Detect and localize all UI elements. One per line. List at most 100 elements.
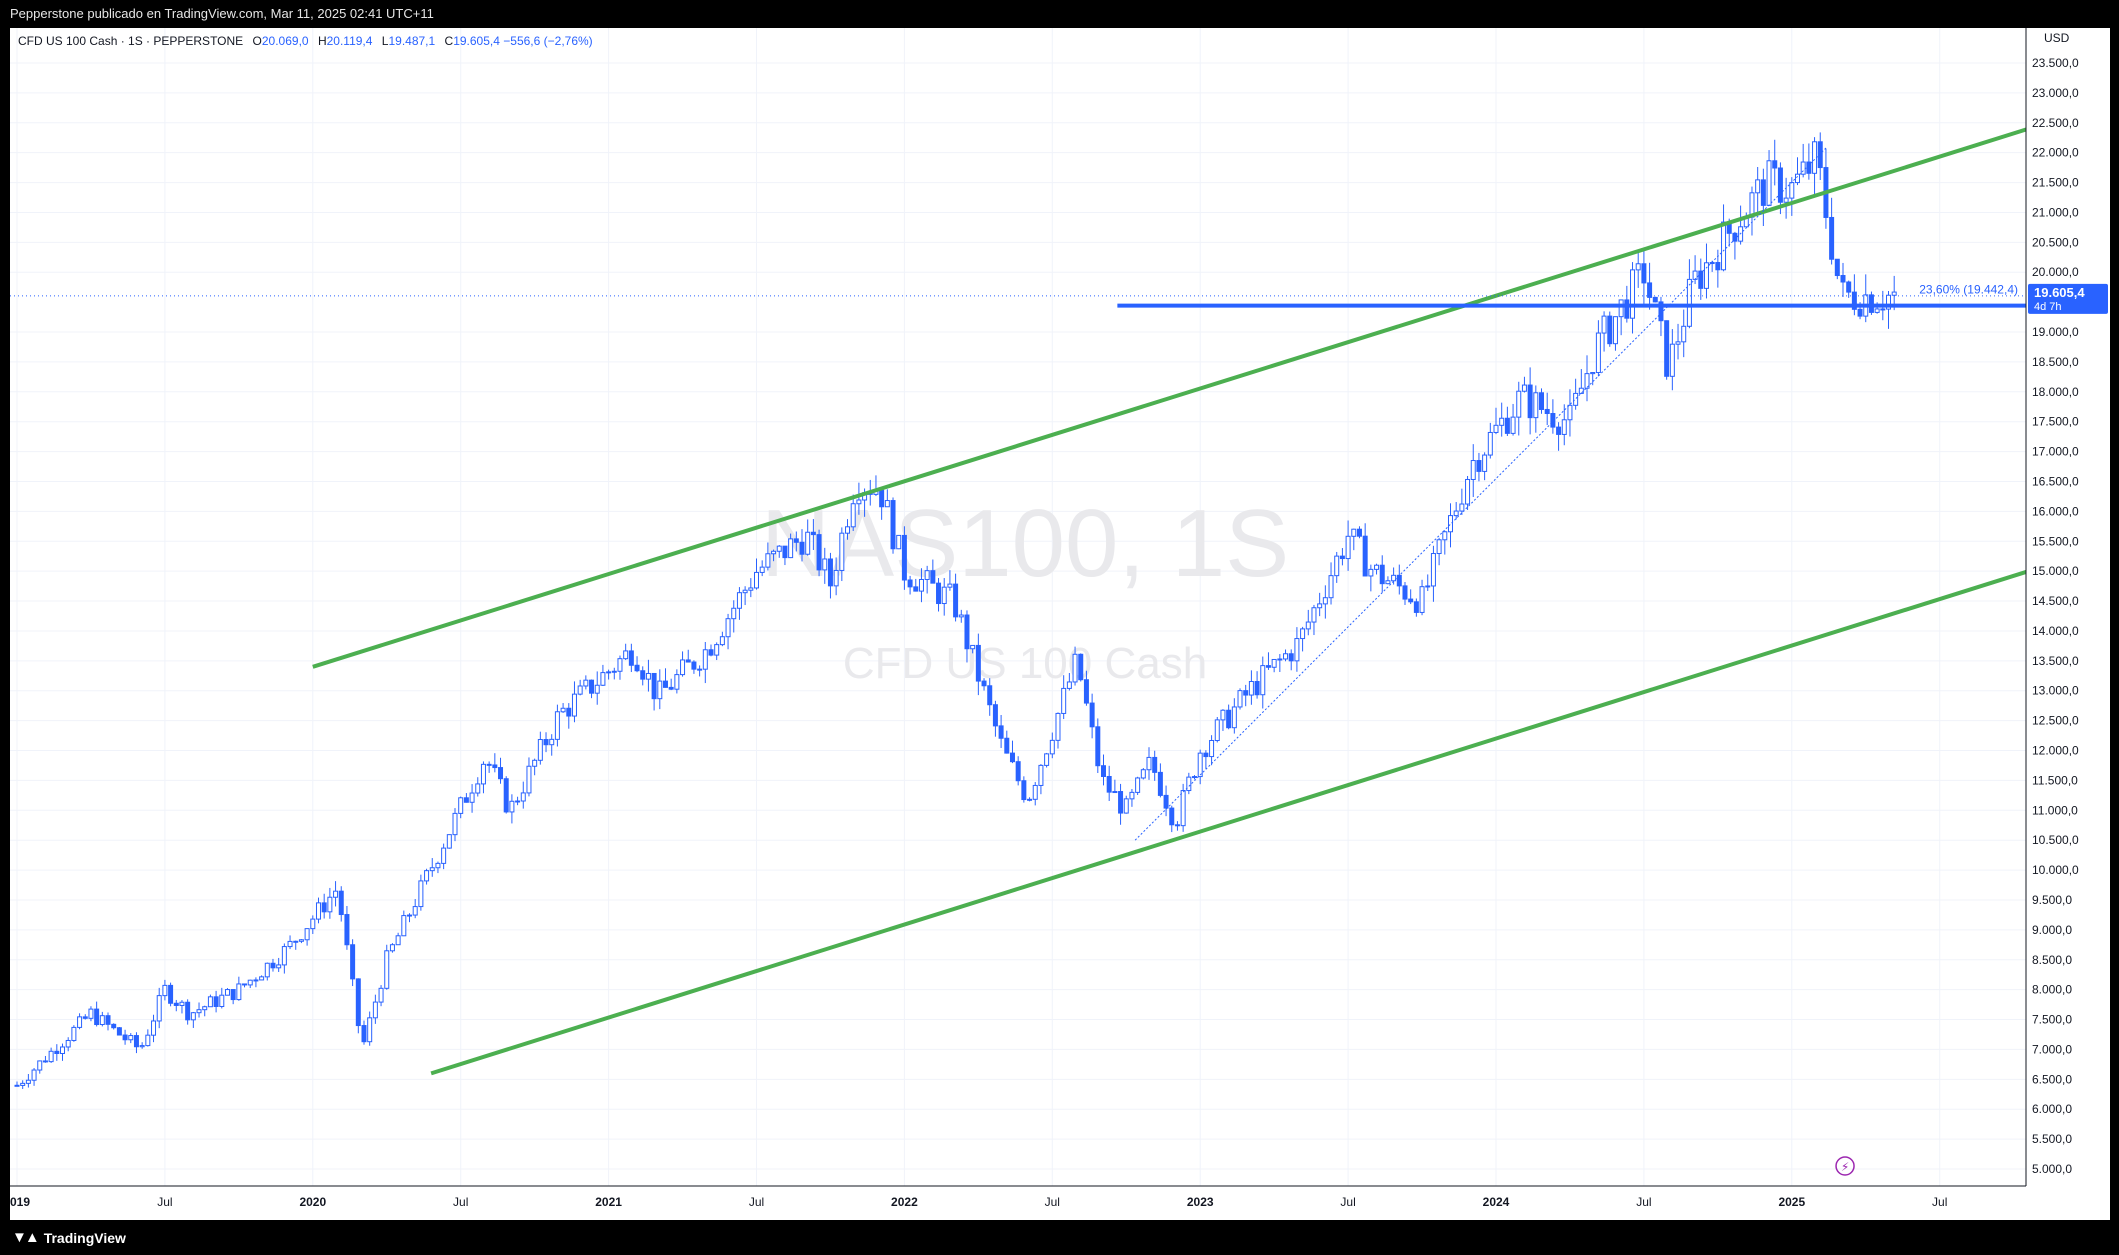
candle-body xyxy=(1163,794,1169,809)
tradingview-icon: ▼▲ xyxy=(12,1229,40,1246)
candle-body xyxy=(1140,769,1146,779)
candle-body xyxy=(1652,296,1658,303)
chart-frame[interactable]: NAS100, 1S CFD US 100 Cash 23,60% (19.442… xyxy=(10,28,2110,1220)
candle-body xyxy=(1721,221,1727,271)
candle-body xyxy=(1328,575,1334,599)
candle-body xyxy=(975,644,981,682)
candle-body xyxy=(1618,299,1624,318)
candle-body xyxy=(1675,341,1681,345)
candle-body xyxy=(1857,308,1863,317)
candle-body xyxy=(338,890,344,916)
candle-body xyxy=(42,1060,48,1063)
candle-body xyxy=(714,644,720,656)
candle-body xyxy=(554,711,560,740)
candle-body xyxy=(1391,574,1397,582)
candle-body xyxy=(1322,597,1328,605)
candle-body xyxy=(879,489,885,508)
candle-body xyxy=(964,614,970,650)
price-tick-label: 11.500,0 xyxy=(2032,773,2078,787)
candle-body xyxy=(1658,301,1664,322)
candle-body xyxy=(1755,179,1761,194)
candle-body xyxy=(731,607,737,620)
candle-body xyxy=(207,996,213,1008)
tradingview-logo[interactable]: ▼▲ TradingView xyxy=(12,1229,126,1246)
candle-body xyxy=(1044,753,1050,766)
fib-trend-line xyxy=(1134,146,1828,841)
price-tick-label: 23.500,0 xyxy=(2032,56,2079,70)
price-tick-label: 6.000,0 xyxy=(2032,1102,2072,1116)
candle-body xyxy=(856,499,862,505)
candle-body xyxy=(947,583,953,588)
price-tick-label: 10.500,0 xyxy=(2032,833,2079,847)
candle-body xyxy=(1664,320,1670,377)
candle-body xyxy=(1243,690,1249,696)
price-tick-label: 18.000,0 xyxy=(2032,385,2079,399)
candle-body xyxy=(668,686,674,690)
price-tick-label: 7.500,0 xyxy=(2032,1013,2072,1027)
candle-body xyxy=(1180,790,1186,827)
candle-body xyxy=(1806,161,1812,174)
candle-body xyxy=(94,1008,100,1026)
candle-body xyxy=(1430,553,1436,587)
candle-body xyxy=(1368,568,1374,577)
candle-body xyxy=(634,664,640,672)
price-tick-label: 8.000,0 xyxy=(2032,983,2072,997)
candle-body xyxy=(1510,416,1516,434)
price-tick-label: 12.000,0 xyxy=(2032,744,2079,758)
candle-body xyxy=(1118,791,1124,814)
candle-body xyxy=(1482,454,1488,472)
candle-body xyxy=(99,1015,105,1026)
candle-body xyxy=(884,500,890,508)
current-price-badge xyxy=(2028,283,2108,314)
time-tick-label: 2020 xyxy=(299,1195,326,1209)
candle-body xyxy=(799,541,805,555)
legend-close-label: C xyxy=(444,34,454,48)
candle-body xyxy=(452,812,458,836)
candle-body xyxy=(480,763,486,785)
price-tick-label: 14.000,0 xyxy=(2032,624,2079,638)
candle-body xyxy=(1800,161,1806,175)
legend-high-label: H xyxy=(317,34,327,48)
watermark-ticker: NAS100, 1S xyxy=(761,490,1289,597)
candle-body xyxy=(680,659,686,676)
candle-body xyxy=(532,759,538,767)
candle-body xyxy=(60,1046,66,1054)
candle-body xyxy=(583,679,589,687)
chart-watermark: NAS100, 1S CFD US 100 Cash xyxy=(761,490,1289,688)
candle-body xyxy=(1760,179,1766,206)
candle-body xyxy=(1021,780,1027,801)
symbol-legend[interactable]: CFD US 100 Cash · 1S · PEPPERSTONE O20.0… xyxy=(18,34,593,48)
price-tick-label: 9.500,0 xyxy=(2032,893,2072,907)
candle-body xyxy=(372,1001,378,1019)
candle-body xyxy=(475,783,481,794)
candle-body xyxy=(395,935,401,946)
candle-body xyxy=(890,500,896,550)
candle-body xyxy=(276,964,282,969)
candle-body xyxy=(992,704,998,727)
candle-body xyxy=(662,680,668,688)
candle-body xyxy=(1408,598,1414,603)
price-tick-label: 9.000,0 xyxy=(2032,923,2072,937)
candle-body xyxy=(1209,739,1215,758)
candle-body xyxy=(1635,263,1641,271)
price-tick-label: 10.000,0 xyxy=(2032,863,2079,877)
candle-body xyxy=(1789,182,1795,199)
lightning-glyph: ⚡ xyxy=(1841,1160,1849,1174)
candle-body xyxy=(1027,798,1033,801)
candle-body xyxy=(1521,384,1527,392)
candle-body xyxy=(1192,776,1198,779)
candle-body xyxy=(71,1026,77,1041)
price-tick-label: 7.000,0 xyxy=(2032,1042,2072,1056)
price-tick-label: 14.500,0 xyxy=(2032,594,2079,608)
candle-body xyxy=(105,1015,111,1025)
candle-body xyxy=(179,1001,185,1006)
candle-body xyxy=(407,914,413,917)
candle-body xyxy=(1106,775,1112,793)
candle-body xyxy=(1698,270,1704,289)
price-chart[interactable]: NAS100, 1S CFD US 100 Cash 23,60% (19.442… xyxy=(10,28,2110,1220)
candle-body xyxy=(503,778,509,813)
candle-body xyxy=(1772,160,1778,169)
candle-body xyxy=(1641,263,1647,284)
time-tick-label: Jul xyxy=(1932,1195,1947,1209)
candle-body xyxy=(20,1082,26,1086)
